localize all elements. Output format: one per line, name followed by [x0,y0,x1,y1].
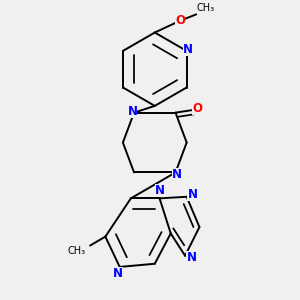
Text: N: N [172,167,182,181]
Text: O: O [192,102,202,115]
Text: N: N [128,105,137,118]
Text: N: N [154,184,165,197]
Text: CH₃: CH₃ [67,246,85,256]
Text: N: N [113,267,123,280]
Text: N: N [188,188,197,201]
Text: O: O [175,14,185,27]
Text: N: N [183,43,193,56]
Text: N: N [187,251,196,264]
Text: CH₃: CH₃ [197,3,215,14]
